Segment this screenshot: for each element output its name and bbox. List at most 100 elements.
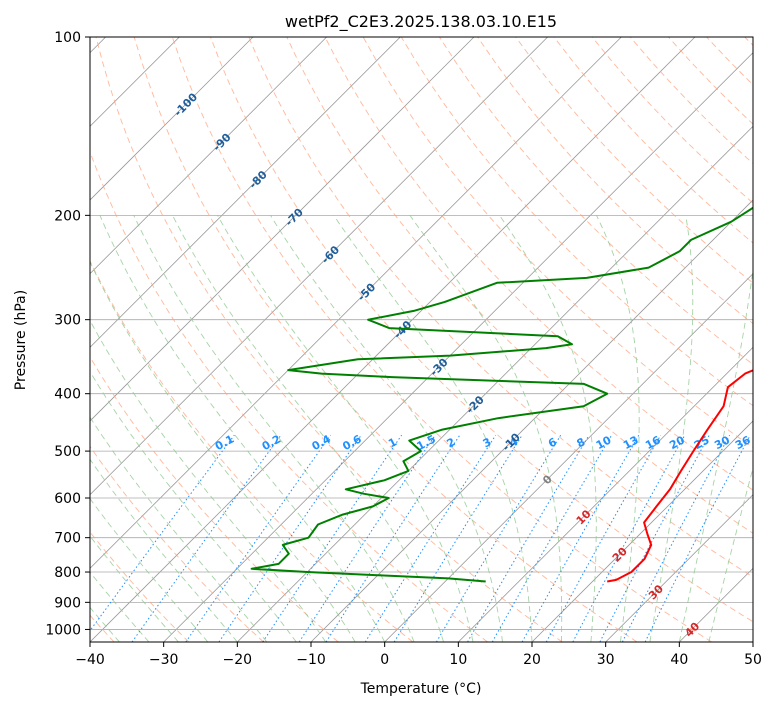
isotherm-line [458, 346, 753, 642]
isotherm-line [90, 37, 254, 201]
mixing-ratio-line [364, 434, 497, 642]
mixing-ratio-line [467, 434, 590, 642]
isotherm-label: -20 [464, 393, 487, 416]
mixing-ratio-label: 3 [481, 435, 494, 450]
y-tick-label: 600 [54, 491, 81, 507]
dry-adiabat-line [286, 37, 753, 534]
mixing-ratio-line [131, 434, 282, 642]
mixing-ratio-label: 2 [445, 435, 458, 450]
moist-adiabat-line [90, 458, 238, 642]
moist-adiabat-line [90, 497, 209, 642]
x-tick-label: 50 [744, 652, 762, 668]
isotherm-line [752, 641, 753, 642]
mixing-ratio-label: 30 [712, 433, 732, 452]
x-tick-label: 30 [597, 652, 615, 668]
x-axis-title: Temperature (°C) [360, 681, 482, 697]
mixing-ratio-label: 20 [667, 433, 687, 452]
mixing-ratio-line [621, 434, 731, 642]
mixing-ratio-line [262, 434, 403, 642]
isotherm-line [605, 494, 753, 642]
chart-title: wetPf2_C2E3.2025.138.03.10.E15 [285, 12, 557, 32]
isotherm-label: 10 [574, 507, 594, 527]
axes: −40 −30 −20 −10 0 10 20 30 40 5010009008007006005… [45, 30, 762, 668]
mixing-ratio-label: 0.4 [310, 432, 334, 453]
moist-adiabat-line [708, 466, 753, 642]
isotherm-line [163, 52, 753, 642]
dry-adiabat-line [210, 37, 753, 623]
dry-adiabat-line [248, 37, 753, 578]
y-tick-label: 200 [54, 208, 81, 224]
background-lines [90, 37, 753, 642]
mixing-ratio-label: 8 [575, 435, 588, 450]
isotherm-label: 30 [646, 582, 666, 602]
isotherm-label: 40 [682, 620, 702, 640]
isotherm-line [237, 125, 753, 642]
dry-adiabat-line [171, 37, 712, 642]
isotherm-label: -80 [247, 168, 270, 191]
x-tick-label: −10 [296, 652, 326, 668]
moist-adiabat-line [90, 319, 327, 642]
x-tick-label: 0 [380, 652, 389, 668]
dry-adiabat-line [133, 37, 638, 642]
moist-adiabat-line [678, 266, 753, 642]
contour-labels: 0.1 0.2 0.4 0.6 1 1.5 2 3 4 6 8 10 13 16 20 25 30 36-100-… [172, 90, 753, 640]
isotherm-label: -10 [500, 430, 523, 453]
x-tick-label: −30 [149, 652, 179, 668]
isotherm-line [90, 37, 401, 348]
dry-adiabat-line [90, 150, 488, 642]
isotherm-line [531, 420, 753, 642]
moist-adiabat-line [90, 535, 179, 642]
y-tick-label: 300 [54, 313, 81, 329]
dry-adiabat-line [553, 37, 753, 244]
moist-adiabat-line [172, 215, 445, 642]
y-tick-label: 800 [54, 565, 81, 581]
isotherm-line [90, 37, 548, 496]
x-tick-label: 40 [670, 652, 688, 668]
isotherm-label: 0 [540, 472, 555, 487]
isotherm-label: -60 [319, 243, 342, 266]
x-tick-label: −20 [223, 652, 253, 668]
mixing-ratio-label: 36 [733, 433, 753, 452]
y-axis-title: Pressure (hPa) [13, 290, 29, 390]
mixing-ratio-line [521, 434, 640, 642]
isotherm-line [90, 37, 475, 422]
mixing-ratio-label: 0.6 [340, 432, 364, 453]
mixing-ratio-line [185, 434, 332, 642]
moist-adiabat-line [649, 215, 694, 642]
isotherm-label: -90 [210, 131, 233, 154]
mixing-ratio-line [491, 434, 613, 642]
isotherm-label: 20 [610, 545, 630, 565]
moist-adiabat-line [217, 215, 474, 642]
mixing-ratio-label: 13 [621, 433, 641, 452]
isotherm-line [90, 37, 327, 275]
y-tick-label: 400 [54, 387, 81, 403]
isotherm-line [384, 273, 753, 642]
y-tick-label: 1000 [45, 622, 81, 638]
moist-adiabat-line [90, 416, 268, 642]
mixing-ratio-line [218, 434, 362, 642]
moist-adiabat-line [409, 215, 563, 642]
x-tick-label: 10 [449, 652, 467, 668]
dry-adiabat-line [90, 356, 339, 642]
dry-adiabat-line [744, 37, 753, 47]
y-tick-label: 700 [54, 531, 81, 547]
isotherm-line [90, 37, 696, 642]
moist-adiabat-line [270, 215, 503, 642]
y-tick-label: 900 [54, 595, 81, 611]
dry-adiabat-line [324, 37, 753, 491]
moist-adiabat-line [90, 370, 297, 642]
isotherm-line [90, 37, 622, 569]
mixing-ratio-label: 0.1 [213, 432, 236, 453]
dry-adiabat-line [706, 37, 753, 86]
mixing-ratio-label: 10 [594, 433, 614, 452]
isotherm-label: -100 [172, 90, 201, 119]
dry-adiabat-line [90, 259, 414, 642]
mixing-ratio-line [435, 434, 562, 642]
temperature-line [607, 369, 753, 583]
isotherm-line [679, 567, 753, 642]
mixing-ratio-line [325, 434, 461, 642]
isotherm-label: -70 [283, 205, 306, 228]
mixing-ratio-line [393, 434, 523, 642]
mixing-ratio-line [599, 434, 710, 642]
